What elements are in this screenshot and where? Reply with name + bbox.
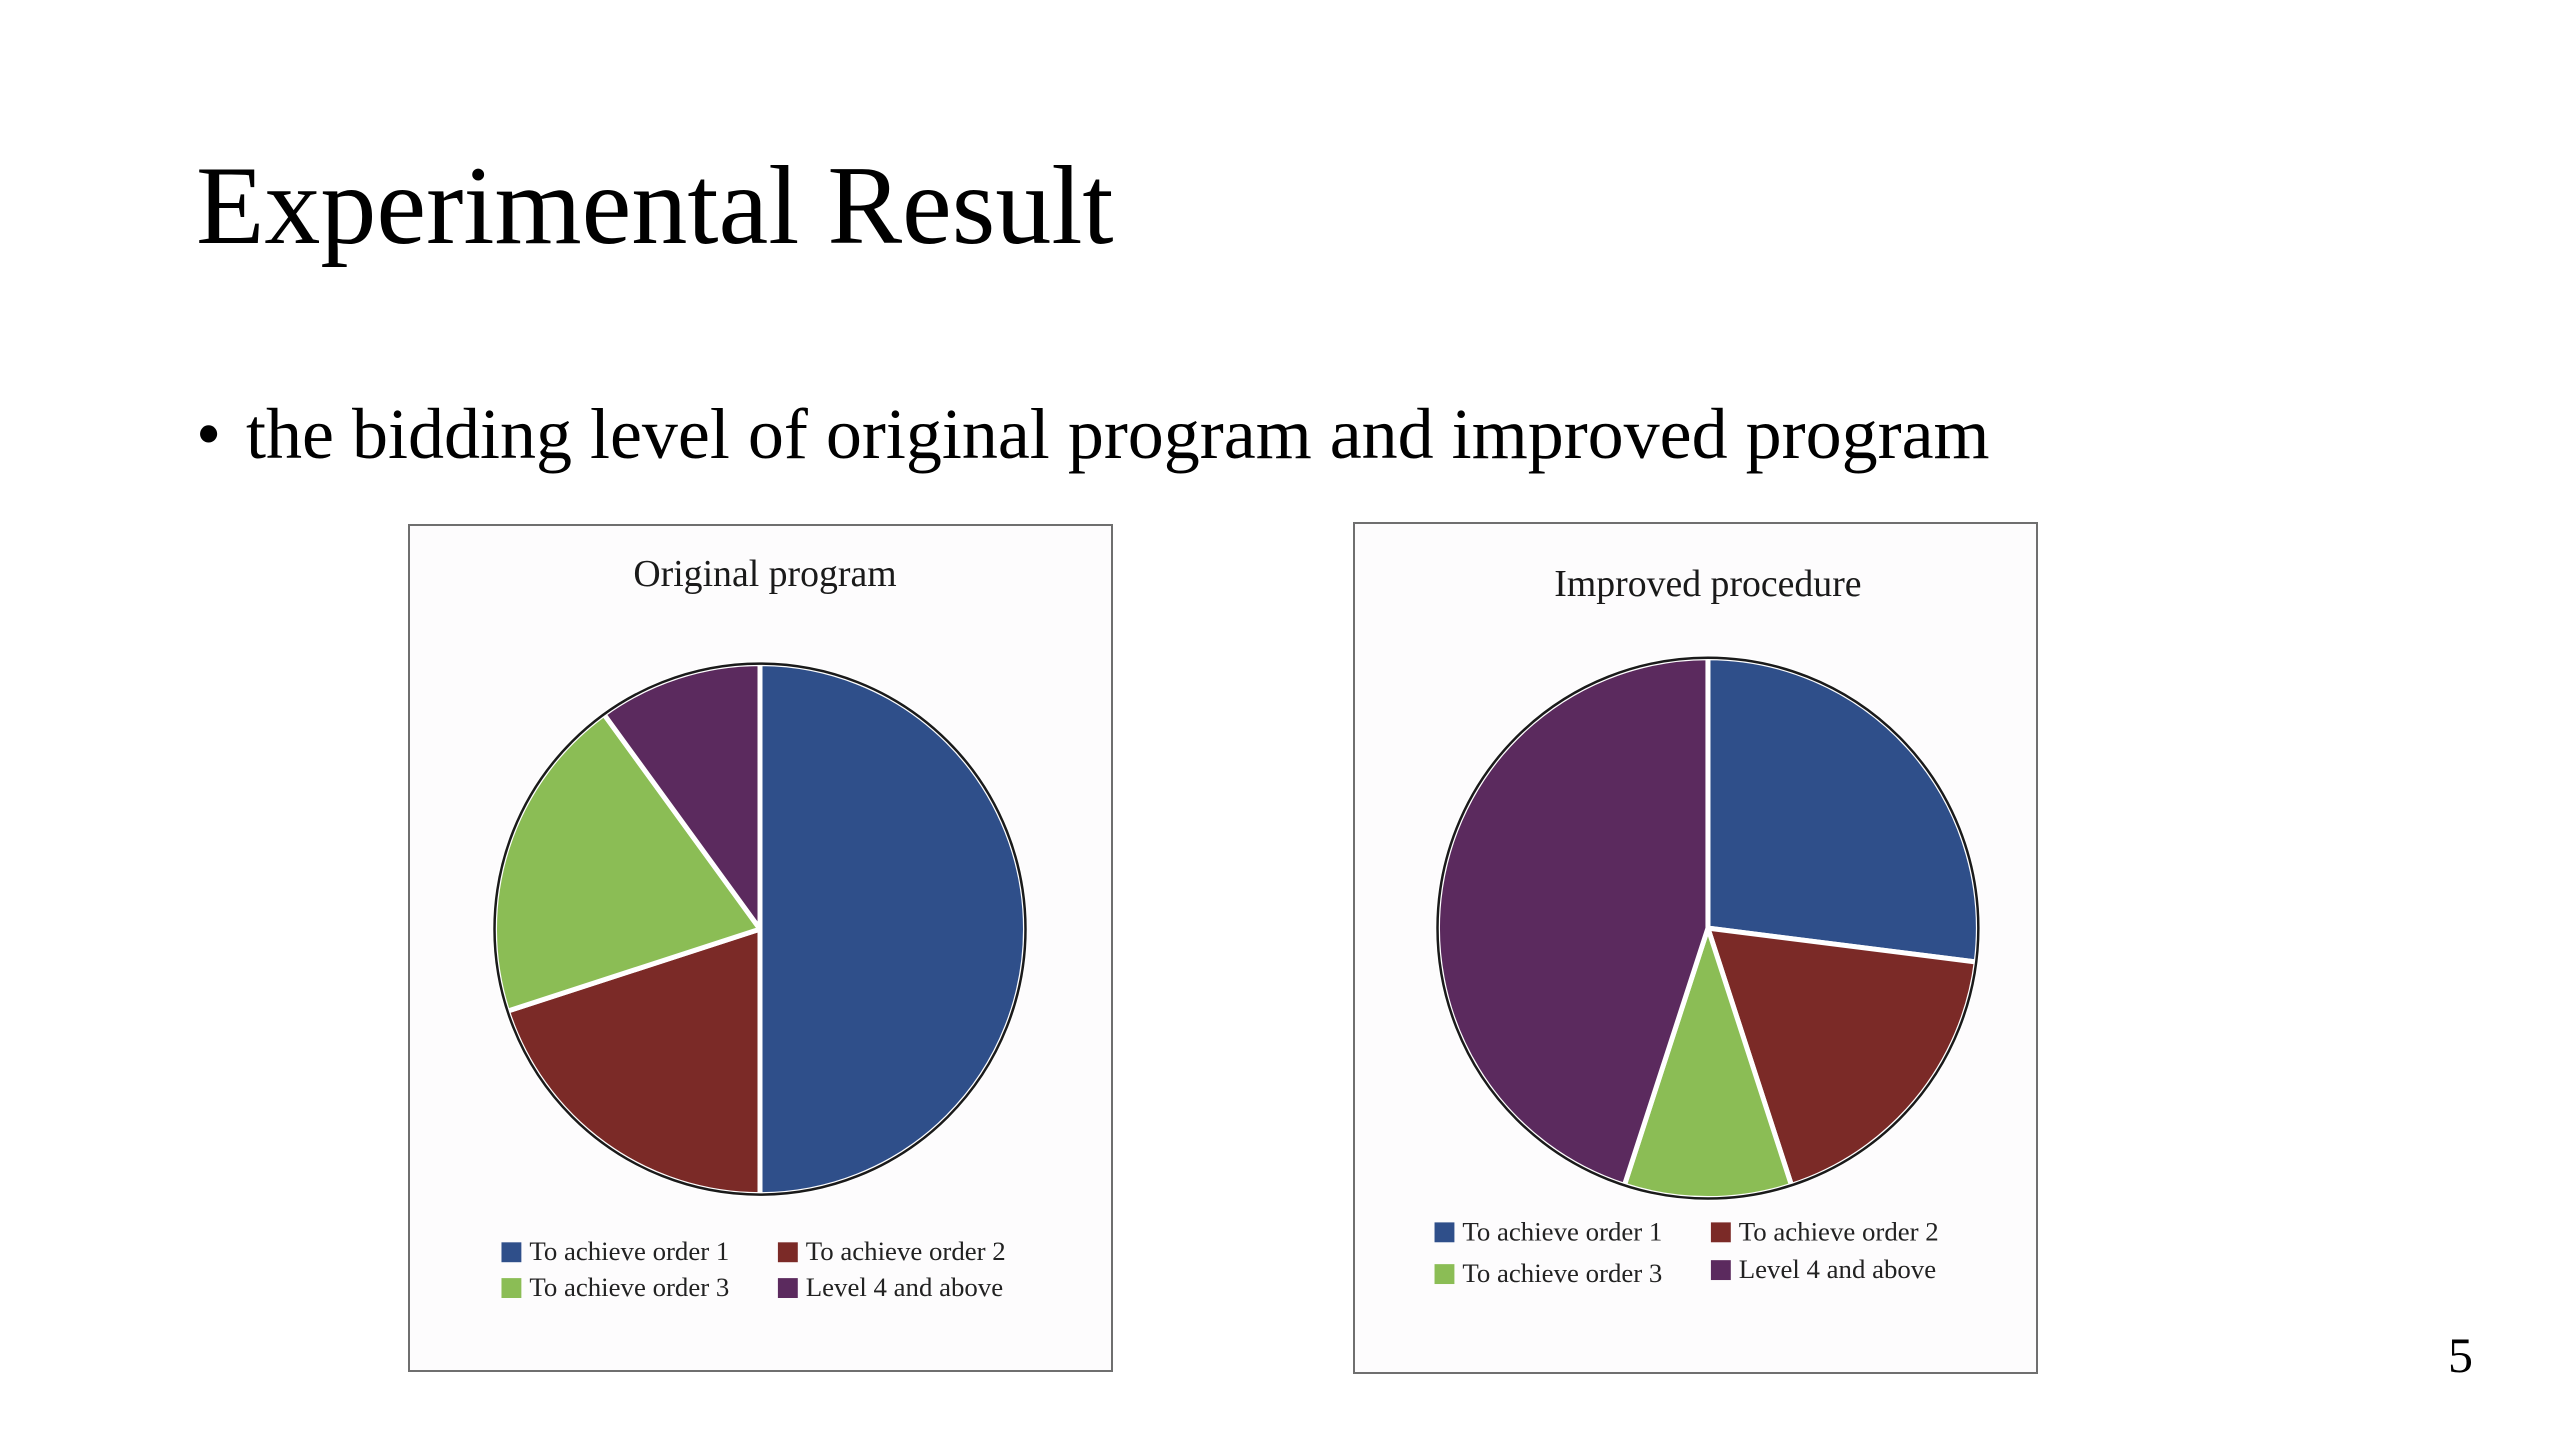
chart-improved-procedure: Improved procedure To achieve order 1 To … bbox=[1353, 522, 2038, 1374]
pie-outline bbox=[493, 662, 1027, 1196]
legend-item-to-achieve-order-2: To achieve order 2 bbox=[777, 1236, 1006, 1266]
legend-swatch bbox=[1710, 1222, 1731, 1243]
legend-label: To achieve order 1 bbox=[1462, 1216, 1662, 1246]
slide-title: Experimental Result bbox=[196, 144, 1114, 268]
legend-swatch bbox=[777, 1278, 798, 1299]
legend-swatch bbox=[777, 1242, 798, 1263]
legend-label: To achieve order 2 bbox=[1739, 1216, 1939, 1246]
chart-legend: To achieve order 1 To achieve order 2 To a… bbox=[501, 1236, 1006, 1302]
legend-label: To achieve order 2 bbox=[806, 1236, 1006, 1266]
chart-original-program: Original program To achieve order 1 To ac… bbox=[408, 524, 1113, 1372]
legend-item-level-4-and-above: Level 4 and above bbox=[777, 1272, 1003, 1302]
pie-chart-improved: Improved procedure To achieve order 1 To … bbox=[1434, 563, 1981, 1288]
pie-slices bbox=[1435, 655, 1981, 1201]
legend-item-to-achieve-order-1: To achieve order 1 bbox=[1434, 1216, 1662, 1246]
legend-swatch bbox=[501, 1242, 522, 1263]
legend-item-to-achieve-order-3: To achieve order 3 bbox=[501, 1272, 729, 1302]
legend-label: Level 4 and above bbox=[1739, 1254, 1936, 1284]
legend-item-to-achieve-order-3: To achieve order 3 bbox=[1434, 1258, 1662, 1288]
legend-label: To achieve order 3 bbox=[1462, 1258, 1662, 1288]
legend-item-to-achieve-order-2: To achieve order 2 bbox=[1710, 1216, 1939, 1246]
legend-label: To achieve order 3 bbox=[529, 1272, 729, 1302]
legend-label: Level 4 and above bbox=[806, 1272, 1003, 1302]
chart-title: Original program bbox=[633, 553, 896, 595]
page-number: 5 bbox=[2448, 1327, 2473, 1383]
legend-item-to-achieve-order-1: To achieve order 1 bbox=[501, 1236, 729, 1266]
pie-chart-original: Original program To achieve order 1 To ac… bbox=[492, 553, 1028, 1302]
pie-slices bbox=[492, 661, 1028, 1198]
bullet-item: • the bidding level of original program a… bbox=[196, 398, 1990, 470]
pie-slice-to-achieve-order-1 bbox=[757, 661, 1028, 1198]
pie-outline bbox=[1436, 656, 1980, 1200]
legend-swatch bbox=[1434, 1264, 1455, 1285]
chart-legend: To achieve order 1 To achieve order 2 To a… bbox=[1434, 1216, 1939, 1288]
legend-item-level-4-and-above: Level 4 and above bbox=[1710, 1254, 1936, 1284]
bullet-text: the bidding level of original program an… bbox=[246, 394, 1990, 474]
legend-label: To achieve order 1 bbox=[529, 1236, 729, 1266]
chart-title: Improved procedure bbox=[1554, 563, 1861, 605]
bullet-dot: • bbox=[196, 394, 222, 474]
legend-swatch bbox=[1434, 1222, 1455, 1243]
legend-swatch bbox=[501, 1278, 522, 1299]
legend-swatch bbox=[1710, 1260, 1731, 1281]
pie-slice-to-achieve-order-1 bbox=[1705, 655, 1981, 965]
